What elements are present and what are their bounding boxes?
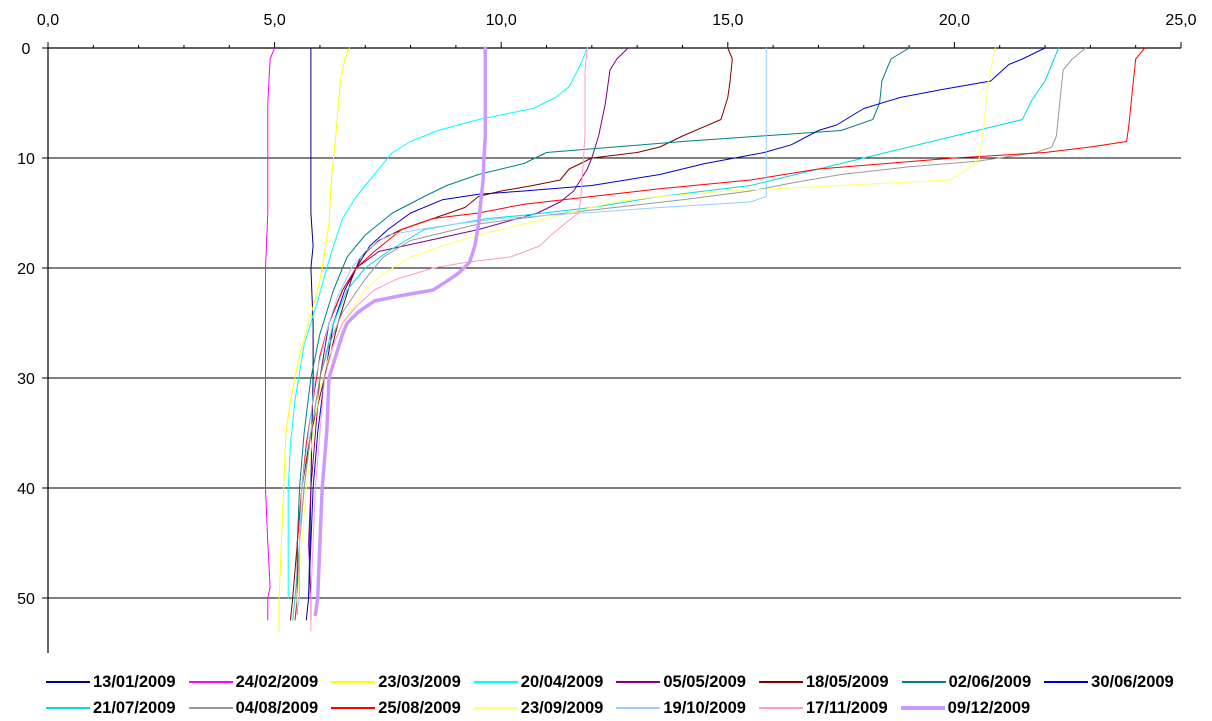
legend-label: 23/03/2009 — [378, 672, 461, 691]
legend-swatch — [900, 706, 945, 710]
series-line — [296, 47, 1087, 615]
legend-swatch — [473, 707, 518, 709]
legend-item: 18/05/2009 — [758, 672, 889, 692]
legend-swatch — [616, 681, 661, 683]
x-tick-label: 10,0 — [486, 12, 517, 29]
legend-swatch — [758, 707, 803, 709]
legend-item: 09/12/2009 — [900, 698, 1031, 718]
legend-swatch — [1044, 681, 1089, 683]
legend-item: 05/05/2009 — [616, 673, 746, 692]
legend-item: 13/01/2009 — [46, 673, 176, 692]
series-line — [290, 47, 733, 621]
series-line — [310, 47, 588, 632]
legend-label: 09/12/2009 — [947, 698, 1031, 717]
x-tick-label: 15,0 — [712, 12, 743, 29]
legend-item: 30/06/2009 — [1044, 673, 1174, 692]
legend-label: 30/06/2009 — [1091, 672, 1174, 691]
legend-swatch — [331, 681, 376, 683]
series-line — [296, 47, 996, 610]
legend-label: 19/10/2009 — [663, 698, 746, 717]
y-tick-label: 40 — [17, 481, 35, 498]
legend-label: 04/08/2009 — [235, 698, 319, 717]
legend-label: 24/02/2009 — [235, 672, 319, 691]
legend-item: 02/06/2009 — [901, 672, 1032, 692]
y-tick-label: 50 — [17, 591, 35, 608]
axis-layer: 0,0 5,0 10,0 15,0 20,0 25,0 0 10 20 30 40 50 — [17, 12, 1197, 653]
legend-row: 13/01/2009 24/02/2009 23/03/2009 20/04/2009… — [46, 669, 1196, 695]
y-tick-label: 20 — [17, 261, 35, 278]
series-line — [294, 47, 1146, 621]
legend-item: 04/08/2009 — [188, 698, 319, 718]
legend-label: 20/04/2009 — [520, 672, 604, 691]
series-line — [305, 47, 314, 621]
series-line — [296, 47, 767, 610]
legend-row: 21/07/2009 04/08/2009 25/08/2009 23/09/2009… — [46, 695, 1196, 721]
x-tick-label: 0,0 — [37, 12, 59, 29]
legend-label: 17/11/2009 — [805, 698, 888, 717]
legend-item: 23/09/2009 — [473, 698, 604, 718]
legend-swatch — [901, 681, 946, 683]
legend-label: 13/01/2009 — [93, 672, 176, 691]
legend-item: 23/03/2009 — [331, 673, 461, 692]
y-tick-label: 30 — [17, 371, 35, 388]
legend-swatch — [473, 681, 518, 683]
series-line — [308, 47, 1046, 599]
legend-item: 20/04/2009 — [473, 672, 604, 692]
series-line — [287, 47, 588, 599]
x-tick-label: 20,0 — [939, 12, 970, 29]
legend-label: 05/05/2009 — [663, 672, 746, 691]
series-line — [296, 47, 910, 610]
legend-item: 24/02/2009 — [188, 672, 319, 692]
legend-item: 25/08/2009 — [331, 699, 461, 718]
series-line — [308, 47, 629, 621]
series-layer — [265, 46, 1146, 632]
legend-label: 18/05/2009 — [805, 672, 889, 691]
legend-swatch — [46, 707, 90, 709]
legend-label: 25/08/2009 — [378, 698, 461, 717]
legend-label: 02/06/2009 — [948, 672, 1032, 691]
legend-item: 21/07/2009 — [46, 699, 176, 718]
legend-swatch — [188, 681, 233, 683]
series-line — [265, 47, 276, 621]
grid-layer — [48, 157, 1181, 599]
legend-item: 19/10/2009 — [616, 699, 746, 718]
series-line — [313, 46, 488, 617]
legend-swatch — [758, 681, 803, 683]
legend-swatch — [46, 681, 90, 683]
series-line — [292, 47, 1060, 621]
legend-swatch — [188, 707, 233, 709]
legend: 13/01/2009 24/02/2009 23/03/2009 20/04/2009… — [46, 669, 1196, 721]
y-tick-label: 0 — [22, 41, 31, 58]
legend-item: 17/11/2009 — [758, 698, 888, 718]
x-tick-label: 25,0 — [1165, 12, 1196, 29]
y-tick-label: 10 — [17, 151, 35, 168]
legend-label: 21/07/2009 — [93, 698, 176, 717]
legend-swatch — [331, 707, 376, 709]
series-line — [278, 47, 350, 632]
legend-label: 23/09/2009 — [520, 698, 604, 717]
x-tick-label: 5,0 — [263, 12, 285, 29]
legend-swatch — [616, 707, 661, 709]
